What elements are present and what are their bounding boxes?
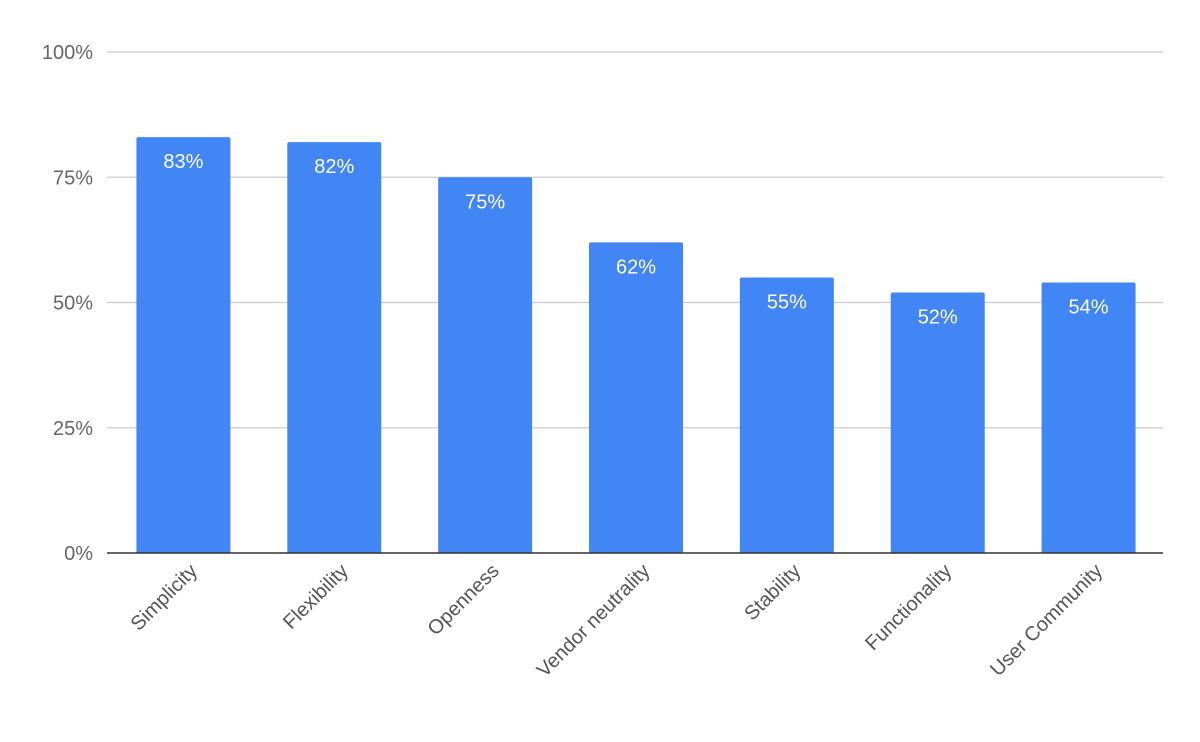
x-category-label: Vendor neutrality [533,560,655,682]
x-axis-labels: Simplicity Flexibility Openness Vendor neut… [127,560,1107,682]
y-tick-label: 100% [42,42,93,64]
x-category-label: Stability [740,560,805,625]
bar [739,277,834,553]
y-tick-label: 0% [64,543,93,565]
x-category-label: Openness [424,560,504,640]
bar [136,137,231,554]
bar [589,242,683,553]
data-label: 82% [314,156,354,178]
bars [136,137,1136,554]
x-category-label: Functionality [861,560,956,655]
x-category-label: Flexibility [279,560,353,634]
y-tick-label: 50% [53,293,93,315]
bar [1041,282,1136,553]
data-label: 62% [616,256,656,278]
x-category-label: User Community [986,560,1107,681]
y-tick-label: 25% [53,418,93,440]
data-label: 55% [767,291,807,313]
y-axis-ticks: 0% 25% 50% 75% 100% [42,42,93,565]
y-tick-label: 75% [53,167,93,189]
bar [438,177,533,553]
x-category-label: Simplicity [127,560,202,635]
data-label: 54% [1069,296,1109,318]
bar [890,292,985,553]
data-label: 83% [163,151,203,173]
bar [287,142,382,553]
data-label: 52% [918,306,958,328]
data-label: 75% [465,191,505,213]
data-labels: 83% 82% 75% 62% 55% 52% 54% [163,151,1108,328]
